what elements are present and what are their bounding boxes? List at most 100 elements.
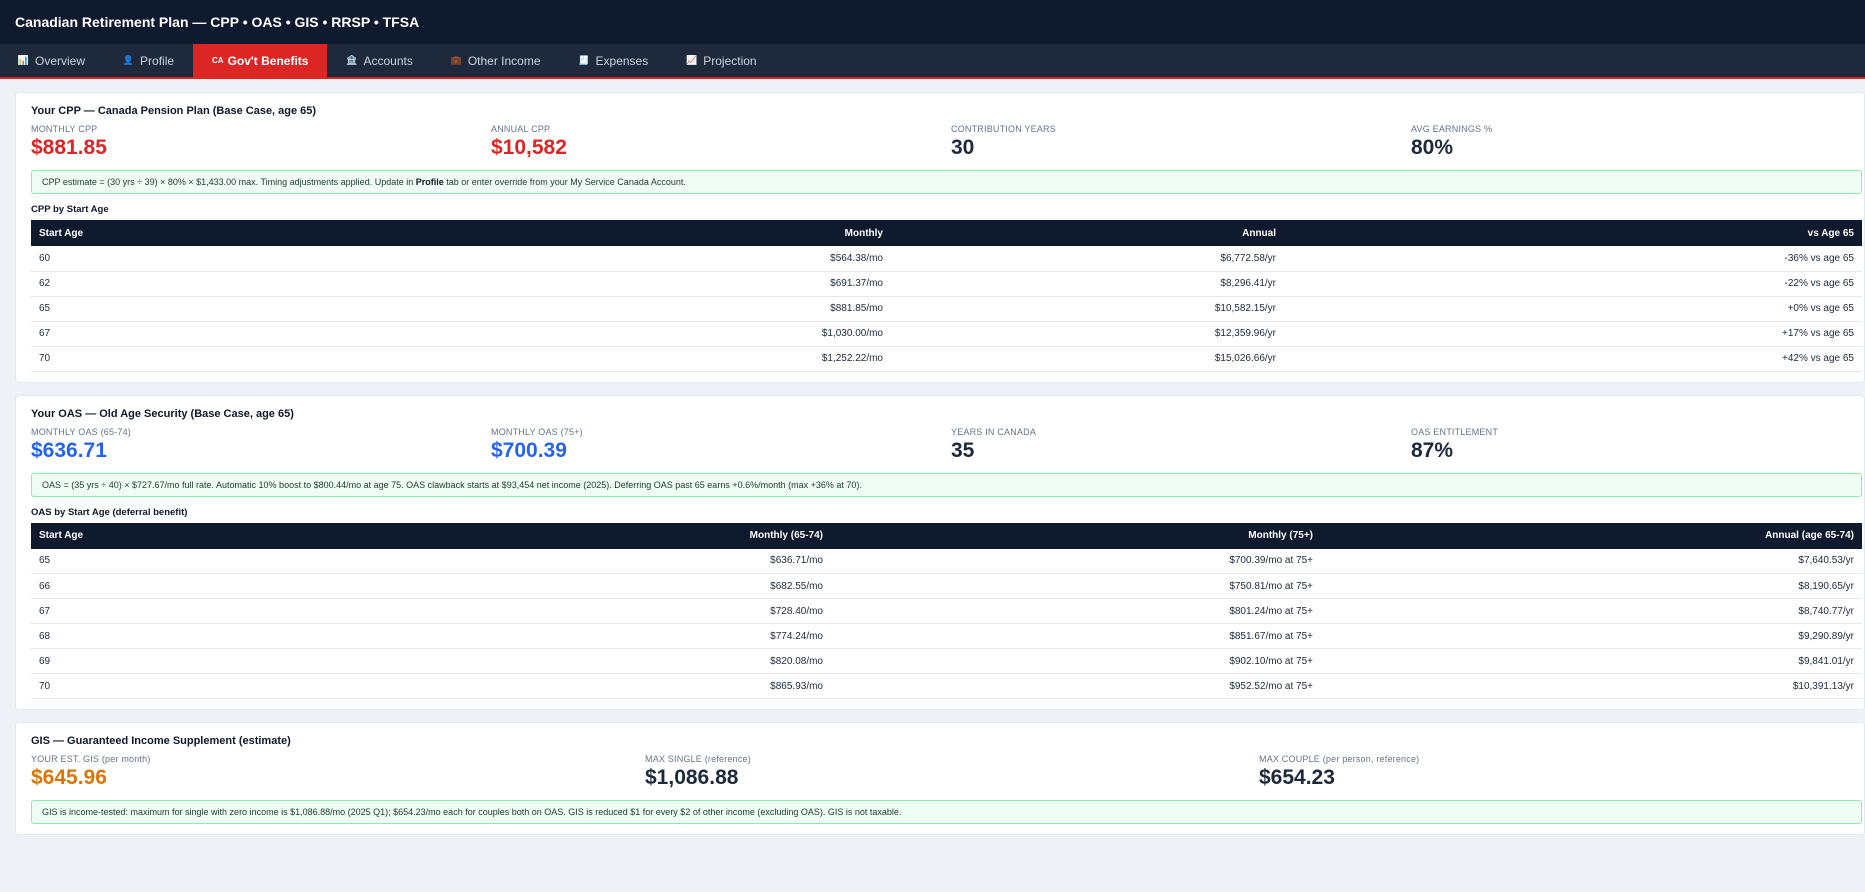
gis-card-title: GIS — Guaranteed Income Supplement (esti… (31, 735, 291, 747)
table-cell: $750.81/mo at 75+ (831, 573, 1321, 599)
stat-value: 80% (1411, 136, 1454, 159)
table-row: 65 $881.85/mo $10,582.15/yr +0% vs age 6… (31, 296, 1862, 322)
column-header: Start Age (31, 220, 191, 246)
table-cell: 65 (31, 548, 191, 574)
table-cell: $700.39/mo at 75+ (831, 548, 1321, 574)
table-cell: $801.24/mo at 75+ (831, 598, 1321, 624)
column-header: Monthly (65-74) (191, 522, 831, 549)
stat-label: YOUR EST. GIS (per month) (31, 754, 151, 764)
cpp-start-age-table: Start Age Monthly Annual vs Age 65 60 $5… (31, 220, 1862, 372)
tab-label: Projection (703, 53, 757, 68)
table-header-row: Start Age Monthly (65-74) Monthly (75+) … (31, 522, 1862, 549)
table-row: 69 $820.08/mo $902.10/mo at 75+ $9,841.0… (31, 648, 1862, 674)
table-cell: 70 (31, 346, 191, 372)
tab-profile[interactable]: 👤 Profile (104, 44, 193, 77)
tab-other-income[interactable]: 💼 Other Income (432, 44, 560, 77)
table-cell: $902.10/mo at 75+ (831, 648, 1321, 674)
chart-icon: 📊 (17, 55, 30, 65)
table-row: 70 $865.93/mo $952.52/mo at 75+ $10,391.… (31, 673, 1862, 699)
main-content: Your CPP — Canada Pension Plan (Base Cas… (0, 79, 1865, 835)
table-row: 67 $728.40/mo $801.24/mo at 75+ $8,740.7… (31, 598, 1862, 624)
person-icon: 👤 (122, 55, 135, 65)
gis-info-note: GIS is income-tested: maximum for single… (31, 800, 1862, 824)
stat-label: MAX SINGLE (reference) (645, 754, 751, 764)
trend-chart-icon: 📈 (686, 55, 698, 65)
table-cell: 65 (31, 296, 191, 322)
stat-avg-earnings: AVG EARNINGS % 80% (1411, 124, 1791, 161)
table-row: 62 $691.37/mo $8,296.41/yr -22% vs age 6… (31, 271, 1862, 297)
cpp-table-title: CPP by Start Age (31, 204, 109, 215)
table-cell: $952.52/mo at 75+ (831, 673, 1321, 699)
stat-value: $636.71 (31, 438, 107, 462)
note-text: CPP estimate = (30 yrs ÷ 39) × 80% × $1,… (42, 177, 416, 187)
stat-label: MAX COUPLE (per person, reference) (1259, 754, 1420, 764)
column-header: Annual (age 65-74) (1321, 522, 1862, 549)
stat-years-in-canada: YEARS IN CANADA 35 (951, 427, 1411, 464)
tab-label: Expenses (595, 53, 649, 68)
table-cell: $10,391.13/yr (1321, 673, 1862, 699)
table-cell: $691.37/mo (191, 271, 891, 297)
tab-label: Other Income (467, 53, 541, 68)
table-cell: 67 (31, 321, 191, 347)
briefcase-icon: 💼 (450, 55, 462, 65)
oas-start-age-table: Start Age Monthly (65-74) Monthly (75+) … (31, 522, 1862, 699)
stat-annual-cpp: ANNUAL CPP $10,582 (491, 124, 951, 161)
stat-value: 35 (951, 438, 975, 462)
column-header: Monthly (191, 220, 891, 246)
stat-oas-entitlement: OAS ENTITLEMENT 87% (1411, 427, 1791, 464)
table-cell: $8,740.77/yr (1321, 598, 1862, 624)
table-row: 60 $564.38/mo $6,772.58/yr -36% vs age 6… (31, 246, 1862, 272)
stat-monthly-oas-75-plus: MONTHLY OAS (75+) $700.39 (491, 427, 951, 464)
table-cell: $1,030.00/mo (191, 321, 891, 347)
oas-card-title: Your OAS — Old Age Security (Base Case, … (31, 407, 294, 420)
tab-label: Overview (35, 53, 86, 68)
oas-info-note: OAS = (35 yrs ÷ 40) × $727.67/mo full ra… (31, 472, 1862, 497)
gis-card: GIS — Guaranteed Income Supplement (esti… (15, 722, 1865, 835)
tab-label: Gov't Benefits (227, 53, 309, 68)
table-cell: $6,772.58/yr (891, 246, 1284, 272)
bank-icon: 🏦 (346, 55, 358, 65)
tab-projection[interactable]: 📈 Projection (667, 44, 775, 77)
stat-contribution-years: CONTRIBUTION YEARS 30 (951, 124, 1411, 161)
stat-label: AVG EARNINGS % (1411, 124, 1493, 134)
table-cell: $865.93/mo (191, 673, 831, 699)
table-cell: +0% vs age 65 (1284, 296, 1862, 322)
stat-label: OAS ENTITLEMENT (1411, 426, 1499, 437)
tab-bar: 📊 Overview 👤 Profile CA Gov't Benefits 🏦… (0, 44, 1865, 79)
column-header: Start Age (31, 522, 191, 549)
stat-value: $10,582 (491, 136, 567, 159)
stat-value: $700.39 (491, 438, 567, 462)
cpp-card-title: Your CPP — Canada Pension Plan (Base Cas… (31, 105, 317, 117)
stat-value: $1,086.88 (645, 766, 739, 789)
table-cell: $15,026.66/yr (891, 346, 1284, 372)
oas-stats: MONTHLY OAS (65-74) $636.71 MONTHLY OAS … (31, 427, 1864, 464)
stat-est-gis: YOUR EST. GIS (per month) $645.96 (31, 754, 645, 791)
stat-max-single: MAX SINGLE (reference) $1,086.88 (645, 754, 1259, 791)
table-cell: 62 (31, 271, 191, 297)
oas-table-title: OAS by Start Age (deferral benefit) (31, 506, 188, 518)
receipt-icon: 🧾 (578, 55, 590, 65)
stat-value: 87% (1411, 438, 1454, 462)
table-cell: +17% vs age 65 (1284, 321, 1862, 347)
table-cell: 70 (31, 673, 191, 699)
table-cell: $1,252.22/mo (191, 346, 891, 372)
table-cell: $881.85/mo (191, 296, 891, 322)
tab-govt-benefits[interactable]: CA Gov't Benefits (193, 44, 328, 77)
stat-monthly-cpp: MONTHLY CPP $881.85 (31, 124, 491, 161)
cpp-info-note: CPP estimate = (30 yrs ÷ 39) × 80% × $1,… (31, 170, 1862, 194)
table-row: 66 $682.55/mo $750.81/mo at 75+ $8,190.6… (31, 573, 1862, 599)
stat-label: MONTHLY OAS (75+) (491, 426, 583, 437)
table-cell: $682.55/mo (191, 573, 831, 599)
table-cell: 60 (31, 246, 191, 272)
tab-expenses[interactable]: 🧾 Expenses (560, 44, 668, 77)
table-cell: $9,841.01/yr (1321, 648, 1862, 674)
table-cell: $10,582.15/yr (891, 296, 1284, 322)
canada-flag-icon: CA (212, 56, 224, 65)
stat-label: YEARS IN CANADA (951, 426, 1037, 437)
table-cell: $7,640.53/yr (1321, 548, 1862, 574)
app-title: Canadian Retirement Plan — CPP • OAS • G… (15, 14, 420, 30)
column-header: Monthly (75+) (831, 522, 1321, 549)
stat-value: $881.85 (31, 136, 107, 159)
tab-overview[interactable]: 📊 Overview (0, 44, 104, 77)
tab-accounts[interactable]: 🏦 Accounts (327, 44, 431, 77)
